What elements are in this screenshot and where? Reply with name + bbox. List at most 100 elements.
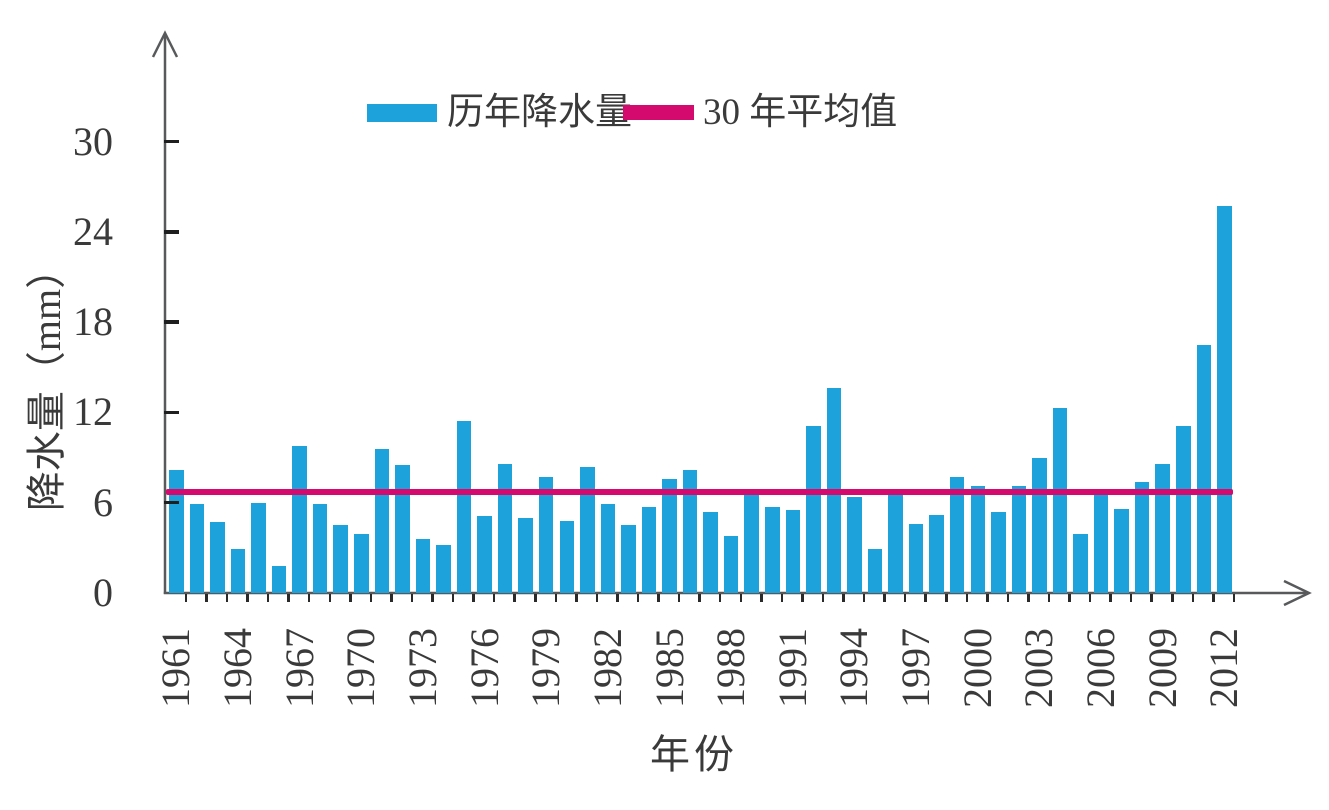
x-tick-label-1976: 1976 — [461, 628, 507, 708]
bar-1969 — [333, 525, 348, 593]
x-tick-1985 — [677, 594, 681, 602]
x-tick-1975 — [472, 594, 475, 602]
bar-1986 — [682, 469, 698, 593]
bar-1976 — [477, 516, 492, 593]
bar-2009 — [1155, 463, 1170, 593]
bar-2011 — [1196, 344, 1212, 593]
x-tick-2010 — [1191, 594, 1194, 602]
x-tick-1989 — [760, 594, 763, 602]
y-tick-label-12: 12 — [73, 389, 113, 435]
bar-2007 — [1114, 508, 1129, 593]
bar-1994 — [847, 496, 862, 593]
x-tick-1980 — [575, 594, 578, 602]
bar-1987 — [703, 511, 718, 593]
x-tick-2000 — [986, 594, 989, 602]
x-tick-1981 — [595, 594, 599, 602]
x-tick-1969 — [349, 594, 352, 602]
x-tick-1991 — [801, 594, 804, 602]
x-tick-2007 — [1129, 594, 1133, 602]
y-tick-label-30: 30 — [73, 118, 113, 164]
bar-2000 — [970, 486, 986, 593]
bar-1985 — [662, 478, 677, 593]
bar-2005 — [1073, 534, 1088, 593]
bar-1977 — [497, 463, 513, 593]
bar-1995 — [867, 549, 883, 593]
bar-1983 — [621, 525, 636, 593]
legend-line-label: 30 年平均值 — [703, 92, 898, 133]
bar-1962 — [189, 504, 205, 593]
x-tick-1968 — [328, 594, 331, 602]
x-tick-1995 — [883, 594, 886, 602]
legend-bar-label: 历年降水量 — [447, 92, 632, 133]
x-tick-label-1988: 1988 — [708, 628, 754, 708]
bar-1963 — [210, 522, 225, 593]
x-tick-1992 — [821, 594, 825, 602]
bar-1974 — [436, 544, 451, 593]
x-tick-1977 — [513, 594, 516, 602]
bar-1964 — [230, 549, 246, 593]
y-tick-label-0: 0 — [93, 570, 113, 615]
x-tick-1973 — [431, 594, 434, 602]
bar-1984 — [641, 507, 657, 593]
x-tick-1990 — [780, 594, 784, 602]
x-tick-label-2003: 2003 — [1016, 628, 1062, 708]
x-tick-label-1961: 1961 — [153, 628, 199, 708]
x-tick-1974 — [451, 594, 455, 602]
x-tick-1979 — [554, 594, 557, 602]
x-tick-1978 — [534, 594, 537, 602]
x-tick-label-1994: 1994 — [831, 628, 877, 708]
bar-2001 — [991, 511, 1006, 593]
x-tick-2002 — [1027, 594, 1030, 602]
y-tick-30 — [164, 139, 179, 144]
bar-1979 — [538, 477, 554, 593]
x-tick-label-2012: 2012 — [1201, 628, 1247, 708]
x-tick-label-2006: 2006 — [1078, 628, 1123, 708]
x-tick-1997 — [924, 594, 927, 602]
x-tick-1998 — [945, 594, 948, 602]
x-tick-2008 — [1150, 594, 1153, 602]
y-tick-6 — [164, 500, 179, 505]
x-tick-1986 — [698, 594, 701, 602]
x-tick-label-1985: 1985 — [646, 628, 692, 708]
x-tick-label-1970: 1970 — [338, 628, 384, 708]
y-axis-arrow-icon — [151, 30, 179, 58]
x-tick-2004 — [1068, 594, 1071, 602]
x-tick-1982 — [616, 594, 619, 602]
x-tick-label-1991: 1991 — [769, 628, 815, 708]
y-tick-label-18: 18 — [73, 299, 113, 345]
bar-2004 — [1052, 407, 1068, 593]
x-tick-1988 — [739, 594, 742, 602]
x-tick-1962 — [205, 594, 208, 602]
bar-1975 — [456, 421, 472, 593]
x-tick-1984 — [657, 594, 660, 602]
x-tick-label-1967: 1967 — [276, 628, 322, 708]
bar-1978 — [518, 517, 533, 594]
bar-2003 — [1032, 457, 1047, 593]
y-tick-label-6: 6 — [93, 479, 113, 525]
legend-bar-swatch — [367, 104, 437, 122]
bar-1999 — [949, 477, 965, 593]
y-tick-12 — [164, 410, 179, 415]
bar-1967 — [292, 445, 307, 593]
x-tick-2012 — [1232, 594, 1236, 602]
x-tick-1999 — [965, 594, 968, 602]
bar-1991 — [785, 510, 801, 593]
bar-1971 — [374, 448, 390, 593]
x-tick-label-1973: 1973 — [399, 628, 445, 708]
x-tick-1963 — [225, 594, 229, 602]
x-tick-1970 — [369, 594, 373, 602]
x-tick-1967 — [307, 594, 311, 602]
bar-1968 — [312, 504, 328, 593]
x-tick-label-2000: 2000 — [954, 628, 1000, 708]
x-tick-label-1997: 1997 — [893, 628, 939, 708]
legend-line-swatch — [623, 105, 694, 120]
bar-1998 — [929, 514, 944, 593]
x-tick-1996 — [903, 594, 907, 602]
bar-1965 — [251, 502, 266, 593]
x-tick-1987 — [718, 594, 722, 602]
x-tick-1994 — [862, 594, 866, 602]
bar-1973 — [415, 538, 431, 593]
x-tick-2006 — [1109, 594, 1112, 602]
